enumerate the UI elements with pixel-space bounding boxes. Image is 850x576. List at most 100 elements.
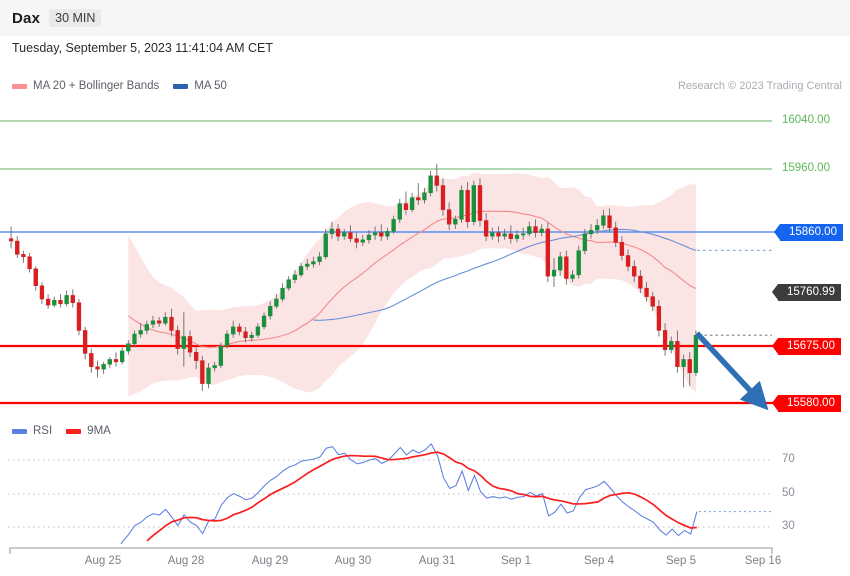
- candle-body: [360, 239, 365, 243]
- candle-body: [138, 330, 143, 335]
- candle-body: [601, 215, 606, 226]
- price-label-16040: 16040.00: [782, 114, 830, 126]
- candle-body: [231, 326, 236, 335]
- moving-averages: [127, 210, 773, 348]
- candle-body: [249, 335, 254, 338]
- candle-body: [416, 197, 421, 201]
- rsi-legend: RSI 9MA: [12, 425, 111, 437]
- candle-body: [58, 300, 63, 305]
- candle-body: [311, 261, 316, 265]
- candle-body: [107, 359, 112, 365]
- candle-body: [305, 263, 310, 267]
- candle-body: [551, 269, 557, 277]
- rsi-gridlines: [8, 459, 772, 528]
- symbol-name: Dax: [12, 9, 41, 27]
- price-legend: MA 20 + Bollinger Bands MA 50: [12, 80, 227, 92]
- candle-body: [483, 220, 489, 237]
- candle-body: [206, 367, 211, 384]
- candle-body: [21, 254, 26, 258]
- candle-body: [521, 233, 526, 236]
- candle-body: [317, 256, 322, 262]
- legend-item-rsi[interactable]: RSI: [12, 425, 52, 437]
- candle-body: [465, 190, 470, 222]
- candle-body: [274, 298, 279, 307]
- candle-body: [539, 228, 544, 233]
- candle-body: [391, 219, 396, 232]
- candle-body: [194, 351, 199, 361]
- candle-body: [508, 233, 513, 239]
- candle-body: [292, 274, 298, 280]
- legend-swatch-ma50: [173, 83, 189, 89]
- candle-body: [268, 306, 273, 317]
- rsi-label-30: 30: [782, 520, 795, 532]
- candle-body: [280, 287, 285, 300]
- candle-body: [95, 366, 100, 370]
- candle-body: [477, 185, 483, 221]
- candle-body: [595, 225, 600, 231]
- candle-body: [342, 232, 347, 237]
- x-axis-label: Aug 25: [84, 555, 122, 567]
- candle-body: [163, 316, 168, 324]
- x-axis-label: Aug 30: [334, 555, 372, 567]
- candle-body: [422, 192, 427, 201]
- legend-item-ma20[interactable]: MA 20 + Bollinger Bands: [12, 80, 159, 92]
- x-axis-label: Sep 4: [583, 555, 615, 567]
- candle-body: [187, 336, 193, 353]
- candle-body: [218, 345, 224, 366]
- timeframe-badge[interactable]: 30 MIN: [49, 9, 102, 27]
- candle-body: [335, 228, 341, 237]
- x-axis: Aug 25 Aug 28 Aug 29 Aug 30 Aug 31 Sep 1 Sep 4…: [0, 545, 850, 576]
- rsi-chart-panel: [0, 440, 850, 544]
- candle-body: [52, 300, 57, 306]
- candle-body: [126, 343, 131, 352]
- quote-datetime: Tuesday, September 5, 2023 11:41:04 AM C…: [12, 41, 274, 55]
- candle-body: [181, 336, 186, 349]
- candle-body: [45, 298, 51, 306]
- legend-label-rsi: RSI: [33, 425, 53, 437]
- candle-body: [576, 250, 581, 276]
- candle-body: [366, 234, 372, 241]
- candle-body: [15, 240, 20, 255]
- candle-body: [70, 295, 75, 303]
- candle-body: [175, 330, 180, 349]
- bollinger-band-fill: [128, 172, 696, 397]
- x-axis-label: Aug 29: [251, 555, 289, 567]
- price-label-15960: 15960.00: [782, 162, 830, 174]
- x-axis-label: Sep 1: [500, 555, 532, 567]
- candle-body: [446, 209, 452, 225]
- candle-body: [379, 232, 384, 237]
- legend-item-ma50[interactable]: MA 50: [173, 80, 227, 92]
- rsi-ma-line: [146, 451, 697, 542]
- legend-item-9ma[interactable]: 9MA: [66, 425, 111, 437]
- candle-body: [397, 203, 402, 220]
- legend-label-ma20: MA 20 + Bollinger Bands: [33, 80, 160, 92]
- candle-body: [656, 306, 662, 331]
- chart-header: Dax 30 MIN: [0, 0, 850, 36]
- candle-body: [150, 320, 156, 325]
- candle-body: [323, 233, 328, 258]
- rsi-label-70: 70: [782, 453, 795, 465]
- rsi-label-50: 50: [782, 487, 795, 499]
- candle-body: [212, 365, 217, 369]
- symbol-block: Dax 30 MIN: [12, 9, 102, 27]
- candle-body: [409, 197, 415, 210]
- candle-body: [687, 359, 692, 373]
- legend-swatch-ma20: [12, 83, 27, 89]
- candle-body: [496, 232, 501, 237]
- candle-body: [76, 302, 82, 331]
- candle-body: [82, 330, 88, 354]
- candle-body: [514, 234, 520, 239]
- candle-body: [237, 326, 242, 332]
- price-tag-15860: 15860.00: [774, 224, 843, 241]
- x-axis-label: Sep 16: [744, 555, 782, 567]
- candle-body: [64, 295, 69, 305]
- candle-body: [638, 275, 643, 289]
- candle-body: [588, 229, 594, 235]
- candle-body: [675, 341, 680, 367]
- candle-body: [255, 326, 261, 336]
- candle-body: [453, 219, 458, 225]
- candle-body: [582, 233, 588, 251]
- candle-body: [434, 175, 439, 186]
- candle-body: [243, 331, 248, 338]
